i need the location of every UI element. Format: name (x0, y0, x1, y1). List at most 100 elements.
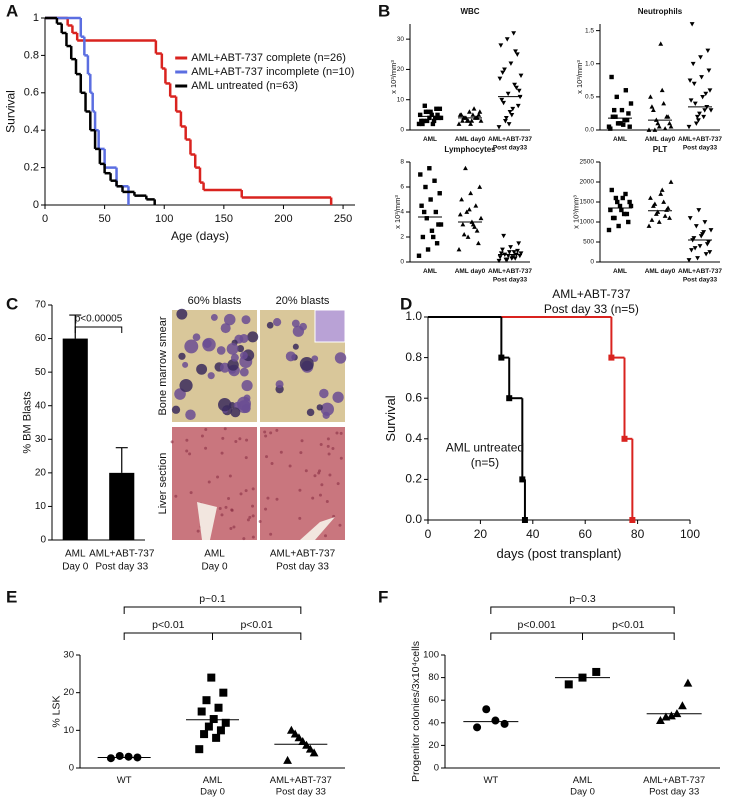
cell (298, 488, 302, 492)
marker (617, 203, 623, 209)
cell (306, 408, 315, 417)
bracket (490, 632, 583, 640)
x-category-label: Post day33 (493, 277, 528, 284)
bracket (74, 326, 123, 333)
marker (592, 667, 601, 676)
marker (695, 256, 700, 261)
micrograph-caption: AML+ABT-737 (270, 549, 336, 560)
x-category-label: AML (573, 775, 593, 786)
x-category-label: Post day 33 (649, 787, 699, 798)
marker (699, 75, 704, 80)
y-axis-label: x 10³/mm³ (389, 60, 398, 94)
marker (515, 103, 521, 109)
y-tick-label: 2 (400, 234, 404, 241)
marker (706, 68, 712, 73)
panel-letter: E (6, 587, 17, 606)
marker (124, 752, 133, 761)
y-tick-label: 0.6 (405, 390, 422, 404)
x-tick-label: 80 (631, 527, 645, 541)
marker (513, 85, 519, 91)
cell (204, 446, 208, 450)
cell (244, 456, 248, 460)
marker (202, 696, 211, 705)
cell (238, 437, 242, 441)
cell (336, 482, 340, 486)
y-tick-label: 0.0 (585, 127, 594, 134)
marker (510, 255, 516, 260)
marker (652, 127, 658, 132)
marker (698, 234, 704, 239)
marker (214, 703, 223, 712)
marker (498, 251, 504, 256)
marker (516, 88, 522, 94)
y-tick-label: 1.0 (405, 309, 422, 323)
cell (170, 440, 174, 444)
y-tick-label: 2500 (580, 159, 595, 166)
marker (437, 106, 443, 111)
marker (614, 94, 619, 100)
cell (178, 352, 186, 360)
marker (427, 166, 432, 171)
marker (514, 52, 520, 57)
marker (506, 122, 512, 127)
y-axis-label: x 10³/mm³ (575, 60, 584, 94)
y-tick-label: 0.5 (585, 94, 594, 101)
series-label: Post day 33 (n=5) (544, 302, 639, 316)
marker (658, 41, 664, 46)
marker (456, 246, 462, 252)
marker (623, 191, 628, 197)
x-category-label: AML day0 (455, 268, 486, 275)
annotation: p<0.01 (240, 619, 273, 631)
cell (189, 491, 193, 495)
x-category-label: AML day0 (645, 136, 676, 143)
marker (608, 126, 613, 131)
marker (617, 121, 622, 126)
marker (428, 197, 433, 202)
marker (608, 354, 615, 361)
x-category-label: Day 0 (570, 787, 595, 798)
cell (332, 391, 344, 403)
cell (226, 342, 239, 355)
x-category-label: AML (613, 136, 627, 143)
cell (228, 474, 232, 478)
y-tick-label: 0 (40, 535, 46, 546)
marker (419, 118, 424, 124)
marker (611, 107, 617, 113)
cell (227, 359, 239, 371)
marker (458, 112, 464, 117)
cell (269, 431, 273, 435)
marker (661, 199, 667, 204)
y-axis-label: % BM Blasts (21, 391, 33, 454)
x-category-label: Post day33 (493, 145, 528, 152)
marker (437, 191, 442, 196)
marker (438, 115, 444, 121)
marker (620, 195, 625, 201)
marker (707, 88, 713, 93)
marker (460, 221, 466, 227)
marker (496, 125, 502, 130)
marker (421, 209, 427, 215)
cell (264, 434, 268, 438)
cell (185, 449, 189, 453)
cell (316, 404, 323, 411)
marker (200, 730, 209, 739)
marker (621, 122, 626, 127)
cell (188, 452, 192, 456)
marker (425, 247, 431, 252)
marker (500, 719, 509, 728)
marker (429, 112, 434, 118)
x-tick-label: 100 (155, 213, 173, 225)
marker (689, 22, 695, 27)
marker (613, 195, 619, 201)
y-tick-label: 0.2 (24, 162, 39, 174)
marker (503, 116, 509, 121)
cell (285, 351, 296, 362)
cell (265, 455, 269, 459)
x-category-label: WT (483, 775, 498, 786)
y-tick-label: 10 (397, 96, 405, 103)
marker (656, 124, 662, 129)
cell (248, 515, 252, 519)
y-tick-label: 0 (400, 127, 404, 134)
x-tick-label: 20 (474, 527, 488, 541)
